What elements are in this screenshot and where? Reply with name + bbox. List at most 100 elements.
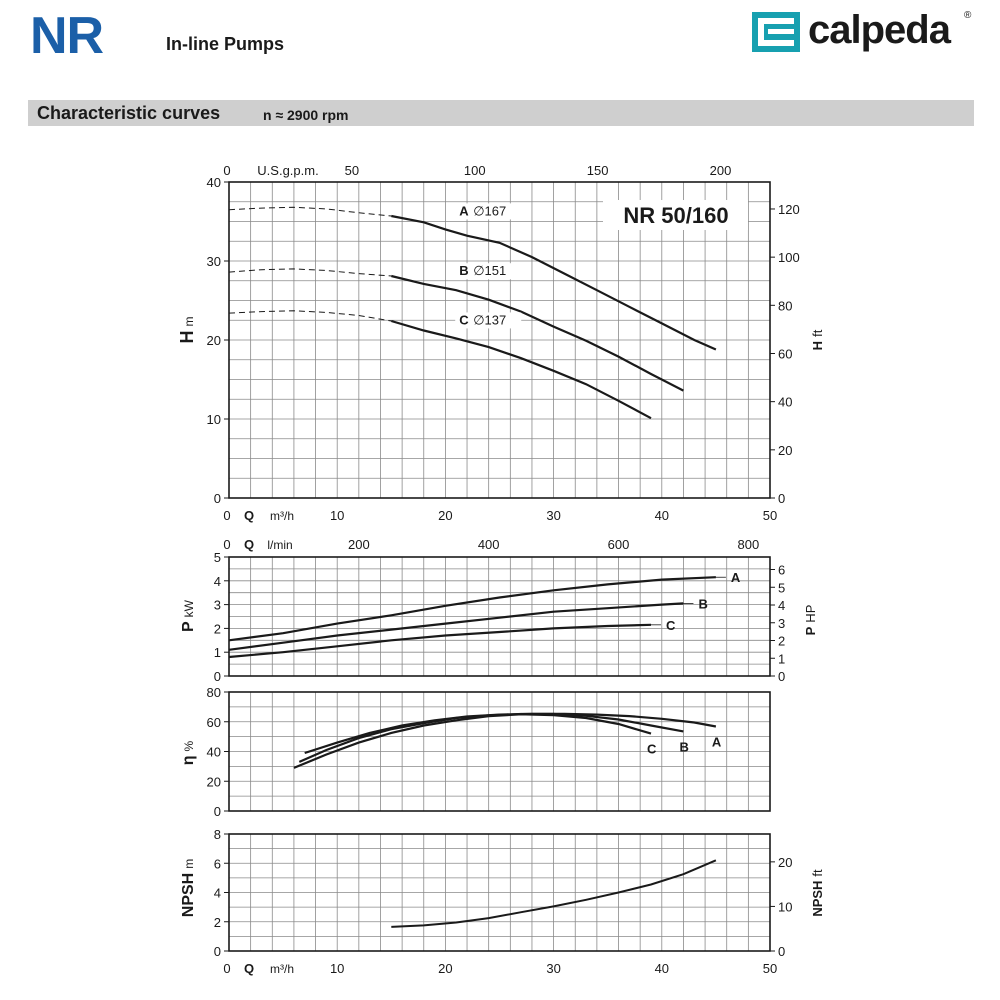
head-x-tick-label: 50 — [763, 508, 777, 523]
power-curve-label-C: C — [666, 618, 676, 633]
head-y-tick-label: 0 — [214, 491, 221, 506]
efficiency-y-axis-label: η% — [180, 740, 197, 765]
head-y2-tick-label: 60 — [778, 346, 792, 361]
power-curve-label-B: B — [698, 596, 707, 611]
head-y-axis-label: Hm — [177, 317, 197, 344]
head-top-tick-label: 200 — [710, 163, 732, 178]
brand-registered-mark: ® — [964, 10, 972, 21]
npsh-x-tick-label: 20 — [438, 961, 452, 976]
power-x-tick-label: 800 — [738, 537, 760, 552]
npsh-y2-tick-label: 10 — [778, 899, 792, 914]
head-curve-label-A: A — [459, 203, 469, 218]
power-curve-B — [228, 602, 684, 651]
power-y-axis-label: PkW — [180, 599, 197, 632]
head-x-tick-label: 40 — [655, 508, 669, 523]
power-y2-tick-label: 5 — [778, 580, 785, 595]
head-top-tick-label: 150 — [587, 163, 609, 178]
npsh-y-tick-label: 8 — [214, 827, 221, 842]
power-x-tick-label: 400 — [478, 537, 500, 552]
efficiency-curve-label-A: A — [712, 735, 722, 750]
head-curve-label-C: C — [459, 312, 469, 327]
power-x-axis-unit: l/min — [267, 538, 292, 552]
efficiency-y-tick-label: 40 — [207, 745, 221, 760]
npsh-x-tick-label: 50 — [763, 961, 777, 976]
power-y-tick-label: 5 — [214, 550, 221, 565]
efficiency-curve-B — [298, 712, 684, 763]
npsh-y2-tick-label: 20 — [778, 855, 792, 870]
head-y2-axis-label: Hft — [810, 329, 825, 350]
power-y-tick-label: 2 — [214, 621, 221, 636]
section-title: Characteristic curves — [37, 103, 221, 123]
head-curve-label-B: B — [459, 263, 468, 278]
npsh-x-tick-label: 10 — [330, 961, 344, 976]
head-x-tick-label: 20 — [438, 508, 452, 523]
efficiency-y-tick-label: 60 — [207, 715, 221, 730]
npsh-y-tick-label: 2 — [214, 915, 221, 930]
efficiency-curve-label-C: C — [647, 742, 657, 757]
brand-mark-icon — [752, 12, 800, 52]
power-curve-label-A: A — [731, 570, 741, 585]
series-logo: NR — [30, 7, 104, 65]
power-y2-tick-label: 6 — [778, 563, 785, 578]
efficiency-panel: 0 20 40 60 80 η% A B C — [180, 685, 771, 819]
power-frame — [228, 556, 771, 677]
head-y2-tick-label: 0 — [778, 491, 785, 506]
npsh-y-axis-label: NPSHm — [180, 859, 197, 917]
head-y2-tick-label: 100 — [778, 250, 800, 265]
head-x-axis-unit: m³/h — [270, 509, 294, 523]
head-y-tick-label: 30 — [207, 254, 221, 269]
head-top-tick-label: 100 — [464, 163, 486, 178]
npsh-x-axis-unit: m³/h — [270, 962, 294, 976]
head-x-tick-label: 0 — [223, 508, 230, 523]
power-y2-tick-label: 1 — [778, 651, 785, 666]
head-curve-B — [391, 274, 684, 392]
head-impeller-label-B: ∅151 — [473, 263, 506, 278]
power-y2-axis-label: PHP — [803, 605, 818, 636]
efficiency-y-tick-label: 0 — [214, 804, 221, 819]
head-curve-C — [390, 319, 652, 420]
power-y-tick-label: 1 — [214, 645, 221, 660]
page-subtitle: In-line Pumps — [166, 34, 285, 54]
section-banner: Characteristic curves n ≈ 2900 rpm — [28, 100, 974, 126]
npsh-x-tick-label: 0 — [223, 961, 230, 976]
head-y2-tick-label: 80 — [778, 298, 792, 313]
head-impeller-label-C: ∅137 — [473, 312, 506, 327]
npsh-curve — [391, 859, 717, 928]
efficiency-y-tick-label: 20 — [207, 774, 221, 789]
head-y-tick-label: 40 — [207, 175, 221, 190]
head-curve-C-dashed — [228, 310, 392, 322]
head-top-axis-label: U.S.g.p.m. — [257, 163, 318, 178]
npsh-y-tick-label: 0 — [214, 944, 221, 959]
head-top-tick-label: 50 — [345, 163, 359, 178]
head-x-tick-label: 10 — [330, 508, 344, 523]
power-x-tick-label: 200 — [348, 537, 370, 552]
power-x-tick-label: 0 — [223, 537, 230, 552]
head-label-bg — [455, 312, 522, 329]
head-label-bg — [455, 263, 522, 280]
power-curve-C — [228, 623, 652, 659]
head-x-axis-q: Q — [244, 508, 254, 523]
power-y2-tick-label: 2 — [778, 634, 785, 649]
npsh-y2-axis-label: NPSHft — [810, 869, 825, 917]
speed-label: n ≈ 2900 rpm — [263, 107, 349, 123]
power-y-tick-label: 4 — [214, 574, 221, 589]
npsh-y-tick-label: 4 — [214, 886, 221, 901]
head-label-bg — [455, 203, 522, 220]
efficiency-curve-label-B: B — [679, 739, 688, 754]
npsh-x-axis-q: Q — [244, 961, 254, 976]
head-impeller-label-A: ∅167 — [473, 203, 506, 218]
head-y-tick-label: 20 — [207, 333, 221, 348]
head-y2-tick-label: 40 — [778, 395, 792, 410]
power-y-tick-label: 3 — [214, 598, 221, 613]
npsh-y-tick-label: 6 — [214, 856, 221, 871]
power-x-axis-q: Q — [244, 537, 254, 552]
head-y2-tick-label: 20 — [778, 443, 792, 458]
head-x-tick-label: 30 — [546, 508, 560, 523]
efficiency-curve-C — [293, 713, 652, 769]
power-x-tick-label: 600 — [608, 537, 630, 552]
power-y-tick-label: 0 — [214, 669, 221, 684]
npsh-y2-tick-label: 0 — [778, 944, 785, 959]
